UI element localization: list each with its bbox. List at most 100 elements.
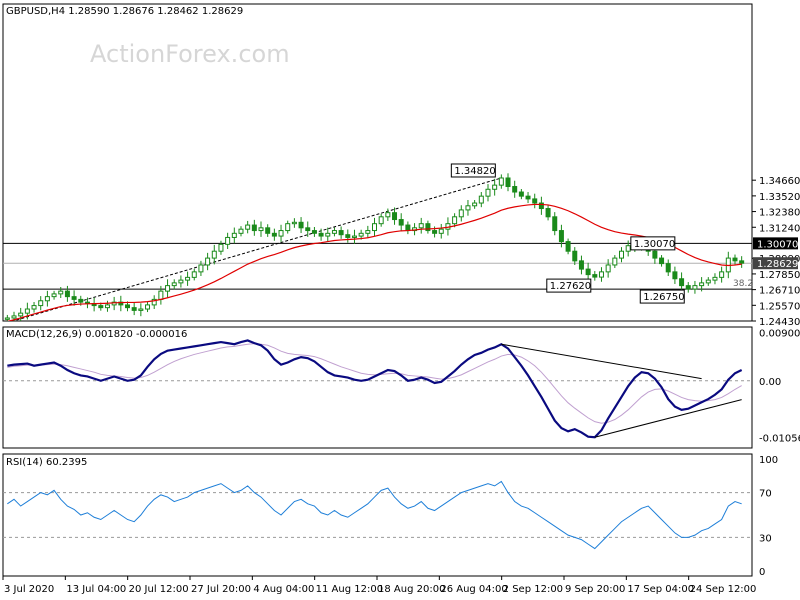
candle-body bbox=[432, 230, 438, 234]
candle-body bbox=[198, 264, 204, 273]
candle-body bbox=[331, 230, 337, 234]
rsi-axis-tick-label: 70 bbox=[759, 489, 772, 500]
price-label-box bbox=[630, 236, 676, 251]
candle-body bbox=[465, 205, 471, 211]
candle-body bbox=[378, 216, 384, 225]
price-label-box bbox=[639, 289, 685, 304]
time-axis-tick-label: 4 Aug 04:00 bbox=[253, 584, 314, 595]
candle-body bbox=[358, 232, 364, 237]
candle-body bbox=[418, 223, 424, 229]
candle-body bbox=[165, 285, 171, 292]
candle-body bbox=[712, 276, 718, 281]
candle-body bbox=[78, 298, 84, 303]
price-axis-tick-label: 1.27850 bbox=[759, 270, 800, 281]
time-axis-tick-label: 3 Jul 2020 bbox=[4, 584, 54, 595]
macd-series bbox=[3, 339, 752, 439]
rsi-axis-tick-label: 0 bbox=[759, 567, 765, 578]
candle-body bbox=[98, 305, 104, 309]
candle-body bbox=[512, 186, 518, 193]
candle-body bbox=[231, 232, 237, 238]
candle-body bbox=[572, 250, 578, 262]
candle-body bbox=[11, 315, 17, 319]
candle-body bbox=[171, 282, 177, 287]
time-axis-tick-label: 26 Aug 04:00 bbox=[440, 584, 507, 595]
time-axis-tick-label: 11 Aug 12:00 bbox=[316, 584, 383, 595]
candle-body bbox=[679, 278, 685, 287]
macd-main-line bbox=[7, 339, 743, 439]
price-axis-highlight bbox=[753, 257, 798, 270]
candle-body bbox=[719, 271, 725, 278]
candle-body bbox=[238, 228, 244, 234]
candle-body bbox=[365, 230, 371, 234]
price-series bbox=[3, 173, 752, 321]
candle-body bbox=[532, 198, 538, 204]
candle-body bbox=[505, 177, 511, 188]
candle-body bbox=[398, 219, 404, 226]
rsi-line bbox=[7, 480, 742, 550]
candle-body bbox=[151, 298, 157, 306]
price-label-box bbox=[546, 278, 592, 293]
candle-body bbox=[565, 241, 571, 252]
rsi-header: RSI(14) 60.2395 bbox=[6, 457, 87, 468]
candle-body bbox=[251, 224, 257, 232]
candle-body bbox=[585, 268, 591, 276]
candle-body bbox=[685, 285, 691, 290]
candle-body bbox=[4, 317, 10, 320]
candle-body bbox=[458, 209, 464, 218]
time-axis-tick-label: 9 Sep 20:00 bbox=[565, 584, 625, 595]
price-axis: 1.346601.335201.323801.312401.300701.289… bbox=[752, 176, 800, 328]
candle-body bbox=[665, 263, 671, 273]
macd-header: MACD(12,26,9) 0.001820 -0.000016 bbox=[6, 329, 187, 340]
time-axis-tick-label: 20 Jul 12:00 bbox=[129, 584, 189, 595]
candle-body bbox=[578, 260, 584, 270]
candle-body bbox=[245, 224, 251, 230]
candle-body bbox=[338, 230, 344, 236]
candle-body bbox=[325, 232, 331, 237]
candle-body bbox=[425, 223, 431, 232]
candle-body bbox=[605, 264, 611, 273]
candle-body bbox=[372, 223, 377, 232]
rsi-panel bbox=[2, 453, 753, 577]
candle-body bbox=[211, 250, 217, 259]
time-axis-tick-label: 13 Jul 04:00 bbox=[66, 584, 126, 595]
candle-body bbox=[158, 290, 164, 300]
rsi-series bbox=[3, 480, 752, 550]
candle-body bbox=[525, 195, 531, 200]
price-axis-tick-label: 1.24430 bbox=[759, 317, 800, 328]
price-axis-highlight bbox=[753, 237, 798, 250]
time-axis-tick-label: 24 Sep 12:00 bbox=[690, 584, 757, 595]
candle-body bbox=[178, 279, 184, 284]
macd-trendline bbox=[594, 399, 742, 438]
price-axis-tick-label: 1.26710 bbox=[759, 286, 800, 297]
candle-body bbox=[138, 308, 144, 311]
candle-body bbox=[44, 296, 50, 302]
candle-body bbox=[385, 212, 391, 218]
price-label-box bbox=[450, 163, 496, 178]
candle-body bbox=[659, 257, 665, 265]
candle-body bbox=[291, 221, 297, 225]
macd-signal-line bbox=[7, 343, 742, 424]
candle-body bbox=[51, 293, 57, 298]
price-label: 1.27620 bbox=[550, 281, 591, 292]
time-axis-tick-label: 27 Jul 20:00 bbox=[191, 584, 251, 595]
candle-body bbox=[478, 195, 484, 204]
moving-average-line bbox=[7, 203, 742, 321]
candle-body bbox=[218, 243, 224, 252]
candle-body bbox=[405, 224, 411, 232]
candle-body bbox=[205, 257, 211, 266]
macd-panel bbox=[2, 326, 753, 449]
candle-body bbox=[472, 202, 478, 207]
price-annotations: 1.34820 1.30070 1.27620 1.26750 38.2 bbox=[450, 163, 753, 304]
candle-body bbox=[24, 308, 30, 314]
candle-body bbox=[739, 260, 745, 264]
candle-body bbox=[392, 212, 398, 221]
candle-body bbox=[619, 250, 624, 259]
price-axis-tick-label: 1.31240 bbox=[759, 223, 800, 234]
candle-body bbox=[518, 191, 524, 197]
candle-body bbox=[278, 230, 284, 237]
rsi-axis-tick-label: 100 bbox=[759, 455, 778, 466]
candle-body bbox=[31, 305, 37, 310]
candle-body bbox=[705, 279, 711, 284]
candle-body bbox=[311, 230, 317, 234]
candle-body bbox=[191, 271, 197, 278]
